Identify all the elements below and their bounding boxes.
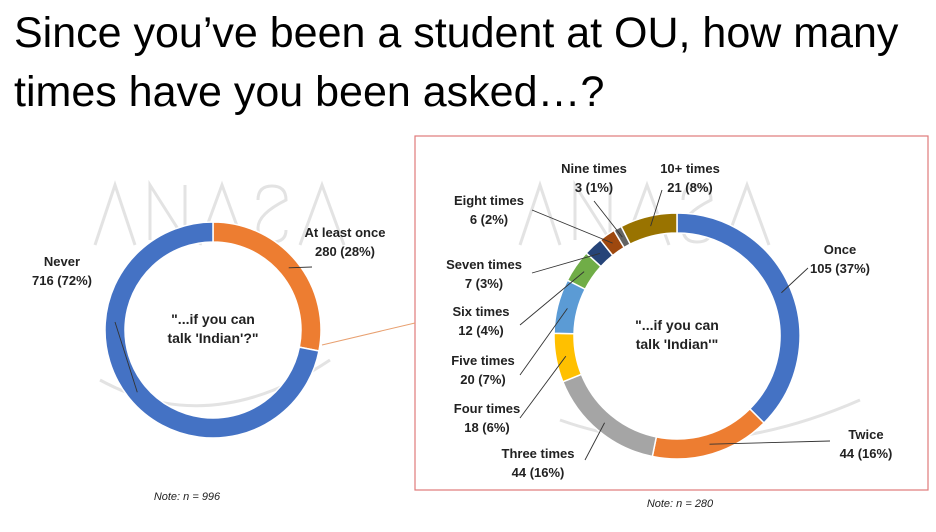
data-label-10-times-line: 10+ times (660, 161, 720, 176)
data-label-at-least-once-line: 280 (28%) (315, 244, 375, 259)
data-label-six-times-line: 12 (4%) (458, 323, 504, 338)
leader-line-five-times (519, 308, 568, 376)
leader-line-once (781, 267, 809, 294)
leader-line-twice (709, 440, 831, 445)
leader-line-three-times (584, 422, 605, 461)
center-label-line: talk 'Indian'?" (167, 330, 258, 346)
data-label-three-times: Three times 44 (16%) (502, 446, 575, 480)
leader-line-four-times (519, 355, 567, 419)
data-label-four-times-line: Four times (454, 401, 520, 416)
data-label-at-least-once-line: At least once (305, 225, 386, 240)
data-label-once: Once 105 (37%) (810, 242, 870, 276)
sample-size-note: Note: n = 280 (647, 498, 714, 510)
donut-slice-five-times (553, 279, 587, 335)
leader-line-eight-times (531, 209, 613, 244)
data-label-never: Never 716 (72%) (32, 254, 92, 288)
data-label-twice: Twice 44 (16%) (840, 427, 893, 461)
zoom-frame (414, 135, 929, 491)
data-label-six-times: Six times 12 (4%) (452, 304, 509, 338)
sample-size-note: Note: n = 996 (154, 491, 221, 503)
donut-slice-three-times (561, 373, 658, 458)
chart-left: At least once 280 (28%) Never 716 (72%) "...… (32, 221, 386, 503)
leader-line-nine-times (593, 200, 623, 238)
data-label-seven-times-line: Seven times (446, 257, 522, 272)
donut-slice-four-times (553, 332, 583, 383)
leader-line-never (114, 321, 138, 393)
data-label-five-times: Five times 20 (7%) (451, 353, 515, 387)
donut-slice-never (104, 221, 320, 439)
data-label-once-line: 105 (37%) (810, 261, 870, 276)
data-label-nine-times-line: 3 (1%) (575, 180, 613, 195)
data-label-twice-line: 44 (16%) (840, 446, 893, 461)
data-label-eight-times-line: 6 (2%) (470, 212, 508, 227)
data-label-five-times-line: 20 (7%) (460, 372, 506, 387)
connector-line (321, 322, 416, 346)
chart-right: Once 105 (37%) Twice 44 (16%) Three times 44 … (446, 161, 892, 510)
leader-line-10-times (650, 189, 663, 227)
leader-line-six-times (519, 271, 585, 326)
data-label-at-least-once: At least once 280 (28%) (305, 225, 386, 259)
data-label-seven-times: Seven times 7 (3%) (446, 257, 522, 291)
donut-slice-twice (651, 407, 766, 460)
slide-title: Since you’ve been a student at OU, how m… (14, 9, 899, 116)
data-label-eight-times-line: Eight times (454, 193, 524, 208)
leader-line-at-least-once (288, 266, 313, 269)
center-label-line: talk 'Indian'" (636, 336, 719, 352)
data-label-10-times-line: 21 (8%) (667, 180, 713, 195)
data-label-twice-line: Twice (848, 427, 883, 442)
data-label-never-line: Never (44, 254, 80, 269)
center-label-line: "...if you can (635, 317, 719, 333)
data-label-four-times-line: 18 (6%) (464, 420, 510, 435)
data-label-seven-times-line: 7 (3%) (465, 276, 503, 291)
data-label-three-times-line: 44 (16%) (512, 465, 565, 480)
data-label-nine-times: Nine times 3 (1%) (561, 161, 627, 195)
data-label-three-times-line: Three times (502, 446, 575, 461)
data-label-nine-times-line: Nine times (561, 161, 627, 176)
center-label: "...if you can talk 'Indian'" (635, 317, 719, 352)
data-label-once-line: Once (824, 242, 857, 257)
data-label-eight-times: Eight times 6 (2%) (454, 193, 524, 227)
donut-slice-10-times (620, 212, 678, 246)
data-label-four-times: Four times 18 (6%) (454, 401, 520, 435)
center-label: "...if you can talk 'Indian'?" (167, 311, 258, 346)
data-label-10-times: 10+ times 21 (8%) (660, 161, 720, 195)
center-label-line: "...if you can (171, 311, 255, 327)
data-label-six-times-line: Six times (452, 304, 509, 319)
data-label-five-times-line: Five times (451, 353, 515, 368)
leader-line-seven-times (531, 253, 600, 274)
data-label-never-line: 716 (72%) (32, 273, 92, 288)
